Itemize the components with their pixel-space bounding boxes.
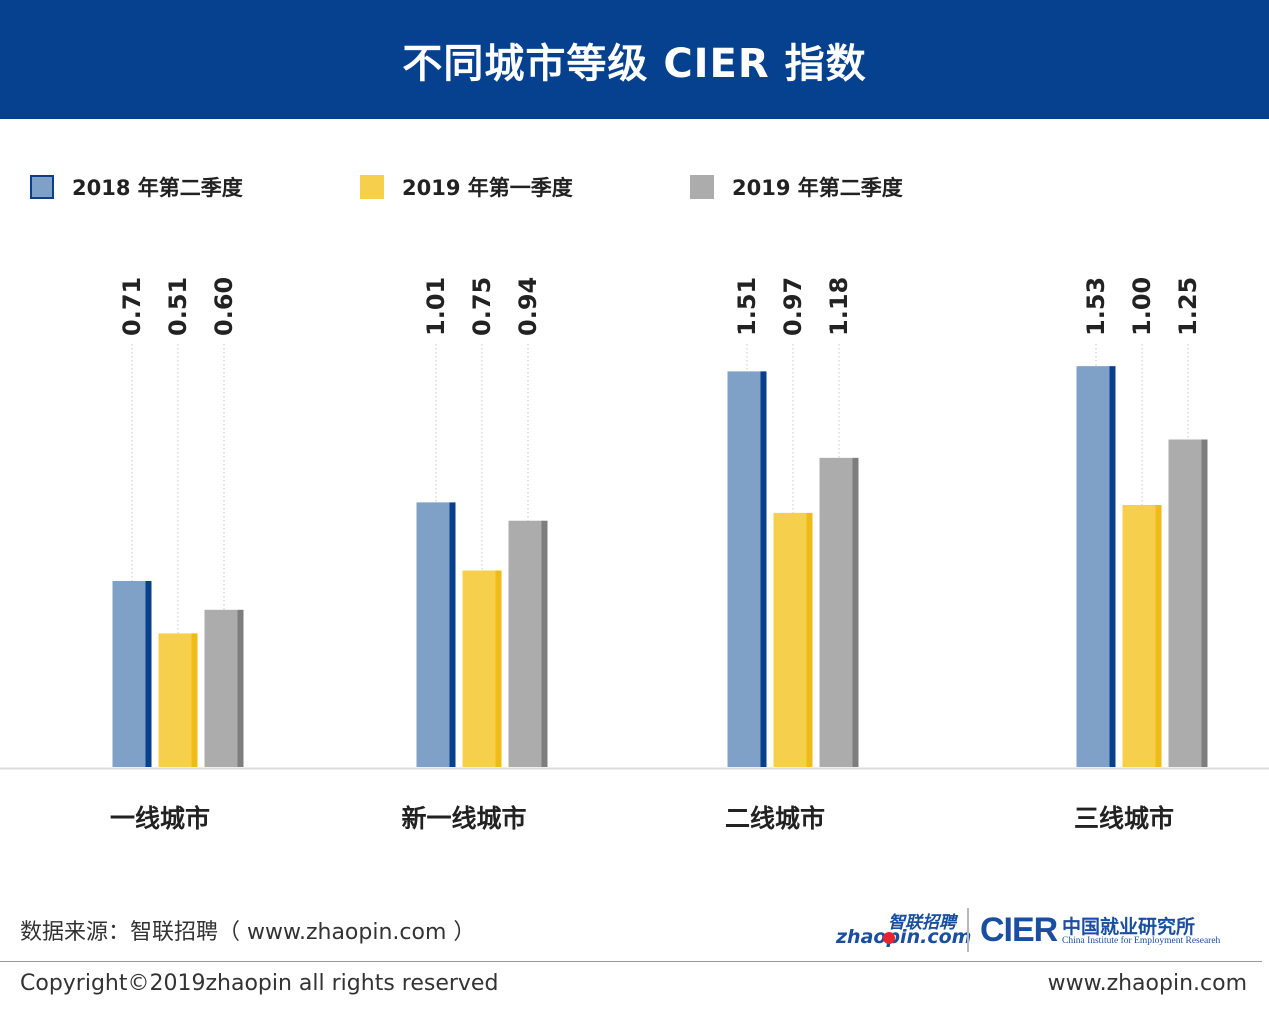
bar-0-0	[112, 580, 146, 767]
bar-3-0	[1076, 366, 1110, 767]
bar-3-1	[1122, 505, 1156, 767]
category-label-1: 新一线城市	[401, 804, 526, 833]
legend-item-2019q2: 2019 年第二季度	[690, 170, 903, 204]
header-banner: 不同城市等级 CIER 指数	[0, 0, 1269, 119]
bar-edge-1-0	[449, 502, 456, 767]
bar-2-0	[727, 371, 761, 767]
zhaopin-logo-cn: 智联招聘	[888, 913, 956, 933]
data-label-3-0: 1.53	[1082, 277, 1110, 336]
data-source: 数据来源：智联招聘（ www.zhaopin.com ）	[20, 920, 476, 945]
bar-2-1	[773, 512, 807, 767]
bar-edge-3-1	[1155, 505, 1162, 767]
bar-edge-0-2	[237, 609, 244, 767]
legend-swatch-2019q2	[690, 175, 714, 199]
cier-logo-cn: 中国就业研究所	[1062, 916, 1196, 938]
bar-1-2	[508, 520, 542, 767]
site-url: www.zhaopin.com	[1047, 971, 1247, 996]
bar-1-0	[416, 502, 450, 767]
bar-edge-2-2	[852, 457, 859, 767]
page-title: 不同城市等级 CIER 指数	[402, 40, 867, 87]
bar-edge-2-0	[760, 371, 767, 767]
category-label-0: 一线城市	[110, 804, 210, 833]
data-label-2-2: 1.18	[825, 277, 853, 336]
bar-edge-0-0	[145, 580, 152, 767]
cier-logo-mark: CIER	[980, 911, 1058, 949]
bar-0-1	[158, 633, 192, 767]
footer-divider	[0, 961, 1262, 962]
legend-label-2019q2: 2019 年第二季度	[732, 176, 903, 200]
data-label-0-1: 0.51	[164, 277, 192, 336]
bar-edge-1-2	[541, 520, 548, 767]
data-label-1-2: 0.94	[514, 277, 542, 336]
bar-edge-3-2	[1201, 439, 1208, 767]
legend-item-2019q1: 2019 年第一季度	[360, 170, 573, 204]
cier-logo-en: China Institute for Employment Researeh	[1062, 936, 1221, 946]
bar-1-1	[462, 570, 496, 767]
legend-label-2019q1: 2019 年第一季度	[402, 176, 573, 200]
legend-label-2018q2: 2018 年第二季度	[72, 176, 243, 200]
bar-chart: 0.71 0.51 0.60 一线城市 1.01 0.75 0.94 新一线城市 1.51 0.9…	[0, 277, 1269, 833]
legend-swatch-2019q1	[360, 175, 384, 199]
bar-0-2	[204, 609, 238, 767]
bar-2-2	[819, 457, 853, 767]
bar-edge-0-1	[191, 633, 198, 767]
bar-edge-3-0	[1109, 366, 1116, 767]
legend-swatch-2018q2	[30, 175, 54, 199]
cier-logo: CIER 中国就业研究所 China Institute for Employm…	[980, 908, 1250, 952]
chart-legend: 2018 年第二季度 2019 年第一季度 2019 年第二季度	[0, 170, 1269, 204]
zhaopin-logo-dot-icon	[883, 932, 895, 944]
logo-divider	[967, 908, 969, 952]
data-label-3-1: 1.00	[1128, 277, 1156, 336]
bar-3-2	[1168, 439, 1202, 767]
legend-item-2018q2: 2018 年第二季度	[30, 170, 243, 204]
bar-edge-1-1	[495, 570, 502, 767]
data-label-0-2: 0.60	[210, 277, 238, 336]
data-label-1-1: 0.75	[468, 277, 496, 336]
bar-edge-2-1	[806, 512, 813, 767]
zhaopin-logo-en: zhaopin.com	[836, 926, 972, 948]
zhaopin-logo: 智联招聘 zhaopin.com	[836, 908, 971, 950]
category-label-3: 三线城市	[1074, 804, 1174, 833]
data-label-2-1: 0.97	[779, 277, 807, 336]
data-label-1-0: 1.01	[422, 277, 450, 336]
data-label-3-2: 1.25	[1174, 277, 1202, 336]
data-label-2-0: 1.51	[733, 277, 761, 336]
copyright-text: Copyright©2019zhaopin all rights reserve…	[20, 971, 499, 996]
category-label-2: 二线城市	[725, 804, 825, 833]
data-label-0-0: 0.71	[118, 277, 146, 336]
